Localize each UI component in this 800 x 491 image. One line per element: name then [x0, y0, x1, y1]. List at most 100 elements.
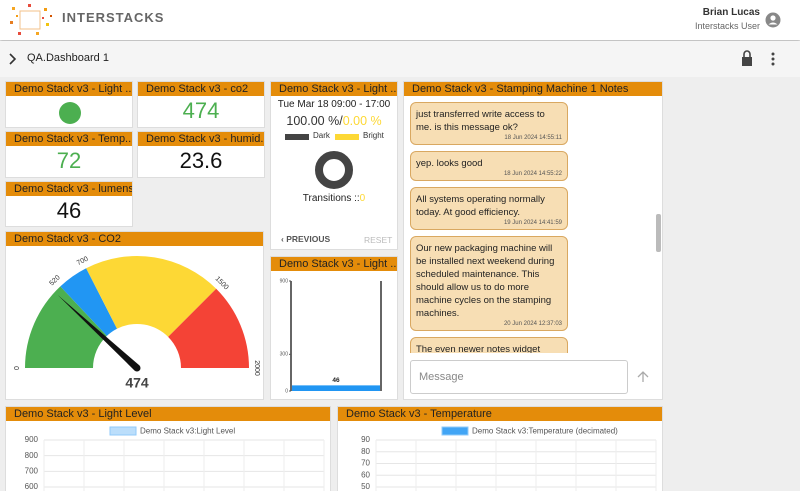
status-indicator — [59, 102, 81, 124]
previous-button[interactable]: ‹ PREVIOUS — [281, 234, 331, 244]
tile: Demo Stack v3 - Temp... 72 — [5, 131, 133, 178]
gauge-segment — [25, 286, 107, 368]
message-time: 20 Jun 2024 12:37:03 — [503, 321, 562, 327]
dark-percent: 100.00 %/ — [286, 114, 343, 128]
tile: Demo Stack v3 - Light ... — [5, 81, 133, 128]
panel-title: Demo Stack v3 - Temperature — [338, 407, 662, 421]
tile: Demo Stack v3 - lumens 46 — [5, 181, 133, 227]
panel-title: Demo Stack v3 - Stamping Machine 1 Notes — [404, 82, 662, 96]
y-tick-label: 800 — [25, 451, 39, 460]
previous-label: PREVIOUS — [286, 234, 331, 244]
reset-button[interactable]: RESET — [364, 235, 393, 245]
legend-swatch — [441, 426, 469, 436]
expand-icon[interactable] — [8, 52, 18, 66]
tile-title: Demo Stack v3 - humid... — [138, 132, 264, 146]
avatar-icon[interactable] — [765, 12, 781, 28]
message-bubble: just transferred write access to me. is … — [410, 102, 568, 145]
gauge-needle — [57, 294, 140, 371]
bar-panel: Demo Stack v3 - Light ... 0 300 900 46 — [270, 256, 398, 400]
tile-value: 474 — [182, 98, 220, 123]
header: INTERSTACKS Brian Lucas Interstacks User — [0, 0, 800, 40]
gauge-tick-label: 2000 — [253, 360, 260, 376]
bar-label: 46 — [332, 377, 340, 384]
y-tick-label: 600 — [25, 482, 39, 491]
tile-title: Demo Stack v3 - Temp... — [6, 132, 132, 146]
y-tick-label: 300 — [280, 352, 289, 358]
bar — [292, 385, 380, 391]
panel-title: Demo Stack v3 - Light Level — [6, 407, 330, 421]
line-chart: Demo Stack v3:Temperature (decimated) 50 6… — [361, 426, 657, 491]
message-text: All systems operating normally today. At… — [416, 194, 545, 218]
tile-title: Demo Stack v3 - lumens — [6, 182, 132, 196]
send-icon[interactable] — [636, 370, 650, 384]
legend-label: Demo Stack v3:Light Level — [140, 427, 235, 436]
dashboard-title: QA.Dashboard 1 — [27, 52, 109, 64]
scrollbar[interactable] — [656, 214, 661, 252]
transitions: Transitions ::0 — [271, 193, 397, 204]
tile-value: 72 — [56, 148, 82, 173]
y-tick-label: 0 — [285, 388, 288, 394]
y-tick-label: 70 — [361, 459, 370, 468]
gauge-segment — [86, 256, 217, 337]
message-bubble: The even newer notes widget looks good.2… — [410, 337, 568, 353]
notes-panel: Demo Stack v3 - Stamping Machine 1 Notes… — [403, 81, 663, 400]
lock-icon[interactable] — [740, 49, 756, 67]
legend-label: Dark — [313, 131, 330, 140]
toolbar: QA.Dashboard 1 — [0, 41, 800, 77]
y-tick-label: 900 — [280, 278, 289, 284]
menu-icon[interactable] — [768, 51, 778, 67]
legend-swatch — [109, 426, 137, 436]
message-input[interactable]: Message — [410, 360, 628, 394]
message-list: just transferred write access to me. is … — [410, 102, 650, 353]
needle-hub — [133, 364, 141, 372]
user-name: Brian Lucas — [702, 7, 760, 18]
legend-swatch — [285, 134, 309, 140]
message-text: just transferred write access to me. is … — [416, 109, 545, 133]
message-bubble: yep. looks good 18 Jun 2024 14:55:22 — [410, 151, 568, 181]
legend-swatch — [335, 134, 359, 140]
message-bubble: All systems operating normally today. At… — [410, 187, 568, 230]
tile-title: Demo Stack v3 - Light ... — [6, 82, 132, 96]
message-text: Our new packaging machine will be instal… — [416, 243, 555, 319]
percent: 100.00 %/0.00 % — [271, 114, 397, 128]
chart-panel: Demo Stack v3 - Light Level Demo Stack v… — [5, 406, 331, 491]
transitions-value: 0 — [359, 193, 366, 204]
panel-title: Demo Stack v3 - Light ... — [271, 257, 397, 271]
gauge-tick-label: 0 — [14, 366, 21, 370]
gauge-tick-label: 520 — [48, 274, 61, 287]
brand: INTERSTACKS — [62, 10, 165, 25]
gauge-value: 474 — [125, 375, 149, 391]
user-role: Interstacks User — [694, 21, 760, 31]
y-tick-label: 700 — [25, 466, 39, 475]
transitions-label: Transitions :: — [302, 193, 360, 204]
gauge-panel: Demo Stack v3 - CO2 0 520 700 1500 2000 474 — [5, 231, 264, 400]
message-bubble: Our new packaging machine will be instal… — [410, 236, 568, 331]
logo — [10, 4, 52, 35]
message-time: 18 Jun 2024 14:55:22 — [503, 171, 562, 177]
gauge-segment — [168, 288, 249, 368]
y-tick-label: 50 — [361, 482, 370, 491]
message-text: The even newer notes widget looks good. — [416, 344, 541, 353]
donut — [315, 151, 353, 189]
legend-label: Bright — [363, 131, 384, 140]
schedule-panel: Demo Stack v3 - Light ... Tue Mar 18 09:… — [270, 81, 398, 250]
tile: Demo Stack v3 - humid... 23.6 — [137, 131, 265, 178]
legend-label: Demo Stack v3:Temperature (decimated) — [472, 427, 618, 436]
y-tick-label: 90 — [361, 435, 370, 444]
period: Tue Mar 18 09:00 - 17:00 — [277, 99, 391, 110]
bright-percent: 0.00 % — [342, 114, 382, 128]
y-tick-label: 60 — [361, 470, 370, 479]
y-tick-label: 900 — [25, 435, 39, 444]
tile-value: 23.6 — [179, 148, 223, 173]
panel-title: Demo Stack v3 - Light ... — [271, 82, 397, 96]
tile-value: 46 — [56, 198, 82, 223]
message-time: 19 Jun 2024 14:41:59 — [503, 220, 562, 226]
chart-panel: Demo Stack v3 - Temperature Demo Stack v… — [337, 406, 663, 491]
gauge-tick-label: 700 — [76, 256, 90, 268]
y-tick-label: 80 — [361, 447, 370, 456]
panel-title: Demo Stack v3 - CO2 — [6, 232, 263, 246]
gauge-segment — [60, 268, 118, 336]
tile-title: Demo Stack v3 - co2 — [138, 82, 264, 96]
